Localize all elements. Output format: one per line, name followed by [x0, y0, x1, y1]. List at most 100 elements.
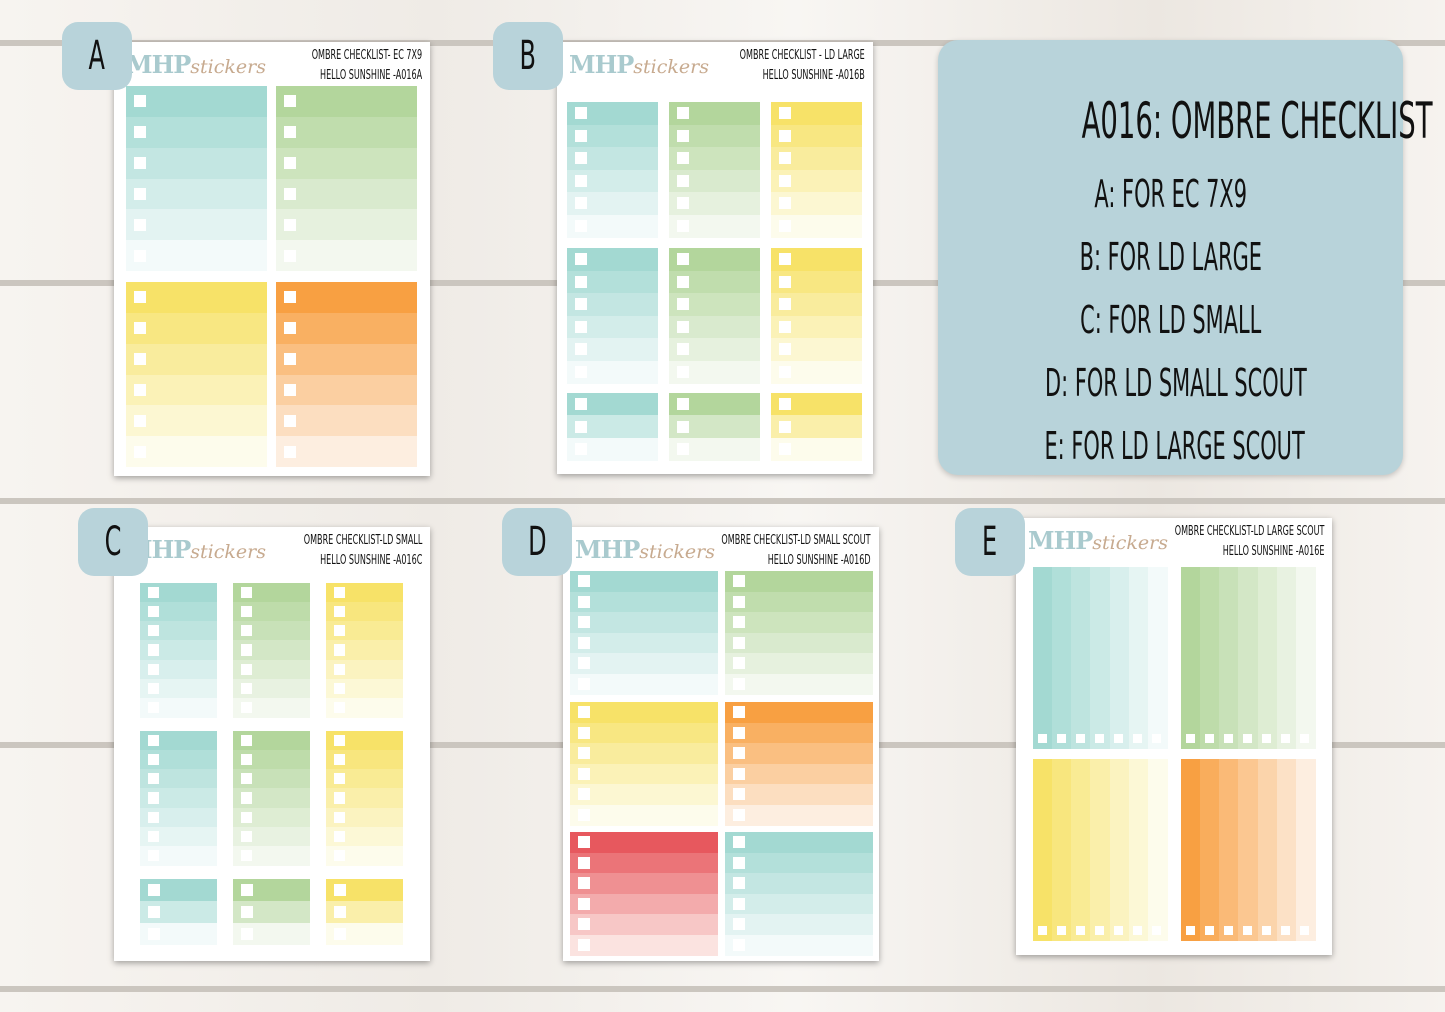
checkbox — [134, 126, 146, 139]
ombre-stripe — [1071, 567, 1092, 749]
checkbox — [284, 249, 296, 262]
checkbox — [241, 792, 253, 804]
checklist-block — [567, 102, 658, 238]
ombre-row — [276, 86, 417, 117]
checkbox — [148, 735, 160, 747]
checkbox — [334, 849, 346, 861]
checkbox — [148, 906, 160, 918]
ombre-row — [567, 192, 658, 215]
wood-plank — [0, 0, 1445, 40]
ombre-row — [326, 731, 403, 751]
sheet-title: OMBRE CHECKLIST-LD SMALL SCOUT HELLO SUNS… — [722, 531, 871, 571]
ombre-row — [140, 807, 217, 828]
checkbox — [1037, 734, 1047, 743]
ombre-row — [326, 583, 403, 603]
brand-suffix: stickers — [633, 56, 709, 78]
checkbox — [134, 157, 146, 170]
checkbox — [575, 219, 587, 232]
checkbox — [578, 938, 590, 951]
checkbox — [334, 773, 346, 785]
ombre-row — [771, 102, 862, 125]
ombre-stripe — [1219, 759, 1240, 941]
ombre-row — [570, 571, 718, 592]
ombre-row — [771, 360, 862, 384]
checkbox — [578, 616, 590, 629]
checkbox — [284, 126, 296, 139]
ombre-stripe — [1071, 759, 1092, 941]
wood-gap — [0, 986, 1445, 992]
ombre-row — [140, 640, 217, 661]
ombre-row — [233, 621, 310, 642]
checkbox — [334, 701, 346, 713]
checkbox — [241, 773, 253, 785]
ombre-row — [725, 934, 873, 956]
checklist-block — [233, 583, 310, 718]
checklist-block — [771, 248, 862, 384]
ombre-row — [276, 405, 417, 437]
ombre-row — [771, 437, 862, 461]
sheet-title-line: HELLO SUNSHINE -A016B — [762, 68, 865, 83]
checkbox — [1300, 734, 1310, 743]
ombre-row — [669, 293, 760, 316]
ombre-row — [326, 750, 403, 771]
ombre-row — [326, 807, 403, 828]
brand-logo: MHPstickers — [126, 50, 266, 79]
checkbox — [1223, 734, 1233, 743]
checkbox — [677, 129, 689, 142]
checkbox — [148, 606, 160, 618]
ombre-row — [570, 934, 718, 956]
checkbox — [733, 788, 745, 801]
checklist-block — [725, 702, 873, 826]
checkbox — [733, 877, 745, 890]
ombre-row — [326, 826, 403, 847]
ombre-row — [771, 169, 862, 193]
ombre-row — [669, 248, 760, 271]
ombre-stripe — [1109, 567, 1130, 749]
checkbox — [1185, 734, 1195, 743]
checklist-block — [1033, 567, 1168, 749]
checkbox — [779, 253, 791, 266]
ombre-row — [567, 169, 658, 193]
ombre-stripe — [1090, 759, 1111, 941]
ombre-row — [669, 315, 760, 339]
checkbox — [241, 884, 253, 896]
checklist-block — [326, 731, 403, 866]
panel-item-text: A: FOR EC 7X9 — [1094, 172, 1247, 216]
checklist-block — [233, 879, 310, 945]
ombre-row — [126, 374, 267, 406]
checkbox — [578, 706, 590, 719]
ombre-row — [570, 852, 718, 874]
checkbox — [284, 157, 296, 170]
ombre-row — [725, 914, 873, 935]
checkbox — [578, 836, 590, 849]
checkbox — [575, 343, 587, 356]
checkbox — [241, 811, 253, 823]
checkbox — [578, 636, 590, 649]
checklist-block — [725, 571, 873, 695]
ombre-row — [126, 282, 267, 313]
ombre-stripe — [1181, 759, 1201, 941]
ombre-row — [725, 784, 873, 805]
ombre-row — [276, 116, 417, 148]
ombre-row — [567, 338, 658, 361]
checkbox — [779, 298, 791, 311]
info-panel: A016: OMBRE CHECKLIST A: FOR EC 7X9 B: F… — [938, 40, 1433, 475]
checkbox — [148, 701, 160, 713]
ombre-row — [570, 743, 718, 764]
checkbox — [733, 706, 745, 719]
panel-title-text: A016: OMBRE CHECKLIST — [1081, 92, 1433, 150]
checkbox — [733, 677, 745, 690]
checkbox — [677, 275, 689, 288]
ombre-row — [126, 436, 267, 468]
ombre-row — [233, 769, 310, 790]
checkbox — [733, 726, 745, 739]
checkbox — [1075, 926, 1085, 935]
checkbox — [1243, 734, 1252, 743]
ombre-row — [233, 750, 310, 771]
ombre-row — [567, 315, 658, 339]
checkbox — [578, 747, 590, 760]
checkbox — [148, 773, 160, 785]
ombre-row — [126, 343, 267, 375]
ombre-stripe — [1147, 759, 1168, 941]
checkbox — [733, 747, 745, 760]
